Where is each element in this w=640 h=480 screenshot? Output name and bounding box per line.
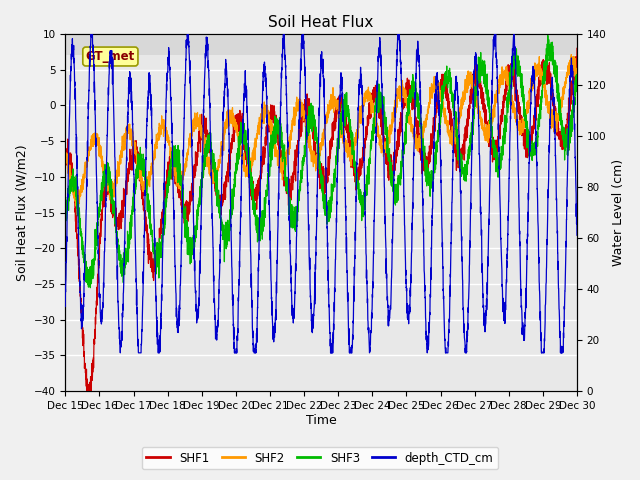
Title: Soil Heat Flux: Soil Heat Flux: [268, 15, 374, 30]
X-axis label: Time: Time: [306, 414, 337, 427]
Y-axis label: Water Level (cm): Water Level (cm): [612, 159, 625, 266]
Bar: [65, 34, 577, 55]
Y-axis label: Soil Heat Flux (W/m2): Soil Heat Flux (W/m2): [15, 144, 28, 281]
Text: GT_met: GT_met: [86, 50, 135, 63]
Legend: SHF1, SHF2, SHF3, depth_CTD_cm: SHF1, SHF2, SHF3, depth_CTD_cm: [142, 447, 498, 469]
